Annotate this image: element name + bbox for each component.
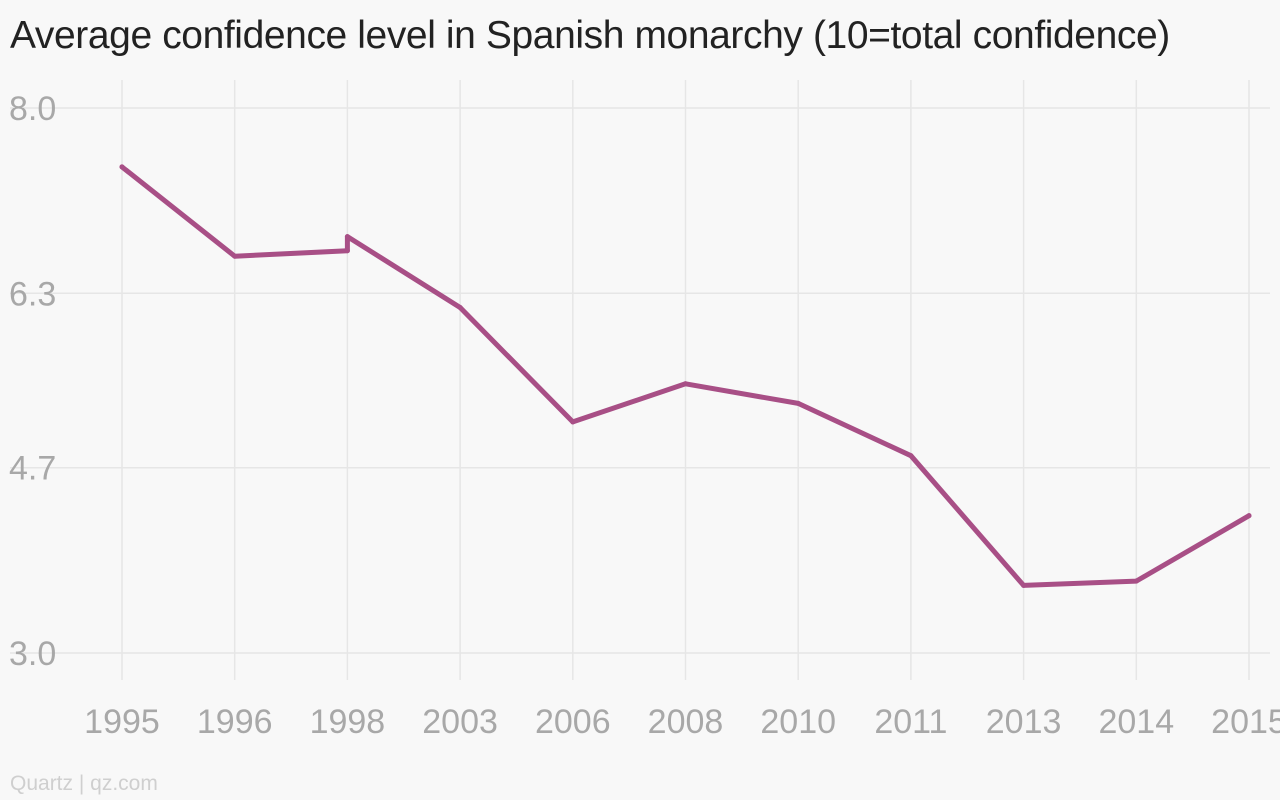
data-point [908,453,914,459]
x-tick-label: 2014 [1098,703,1174,741]
data-point [344,234,350,240]
data-point [683,381,688,387]
gridlines [10,80,1270,680]
data-point [1021,582,1027,588]
data-point [119,164,125,170]
x-tick-label: 1996 [197,703,273,741]
x-tick-label: 2011 [874,703,947,741]
x-tick-label: 1995 [84,703,160,741]
data-point [344,248,350,254]
y-tick-label: 6.3 [9,275,56,313]
x-tick-label: 2013 [986,703,1062,741]
data-point [232,253,238,259]
series-layer [119,164,1252,588]
data-point [795,400,801,406]
data-point [457,304,463,310]
data-point [1246,513,1252,519]
x-axis: 1995 1996 1998 2003 2006 2008 2010 2011 2013 2014… [84,703,1280,741]
x-tick-label: 2010 [760,703,836,741]
y-tick-label: 4.7 [9,450,56,488]
x-tick-label: 1998 [310,703,386,741]
x-tick-label: 2008 [648,703,724,741]
data-point [570,419,576,425]
x-tick-label: 2006 [535,703,611,741]
y-axis: 3.0 4.7 6.3 8.0 [9,90,56,673]
y-tick-label: 8.0 [9,90,56,128]
chart-title: Average confidence level in Spanish mona… [10,14,1170,57]
x-tick-label: 2015 [1211,703,1280,741]
y-tick-label: 3.0 [9,635,56,673]
source-credit: Quartz | qz.com [10,772,158,795]
data-point [1133,578,1139,584]
series-line [119,164,1252,588]
x-tick-label: 2003 [422,703,498,741]
